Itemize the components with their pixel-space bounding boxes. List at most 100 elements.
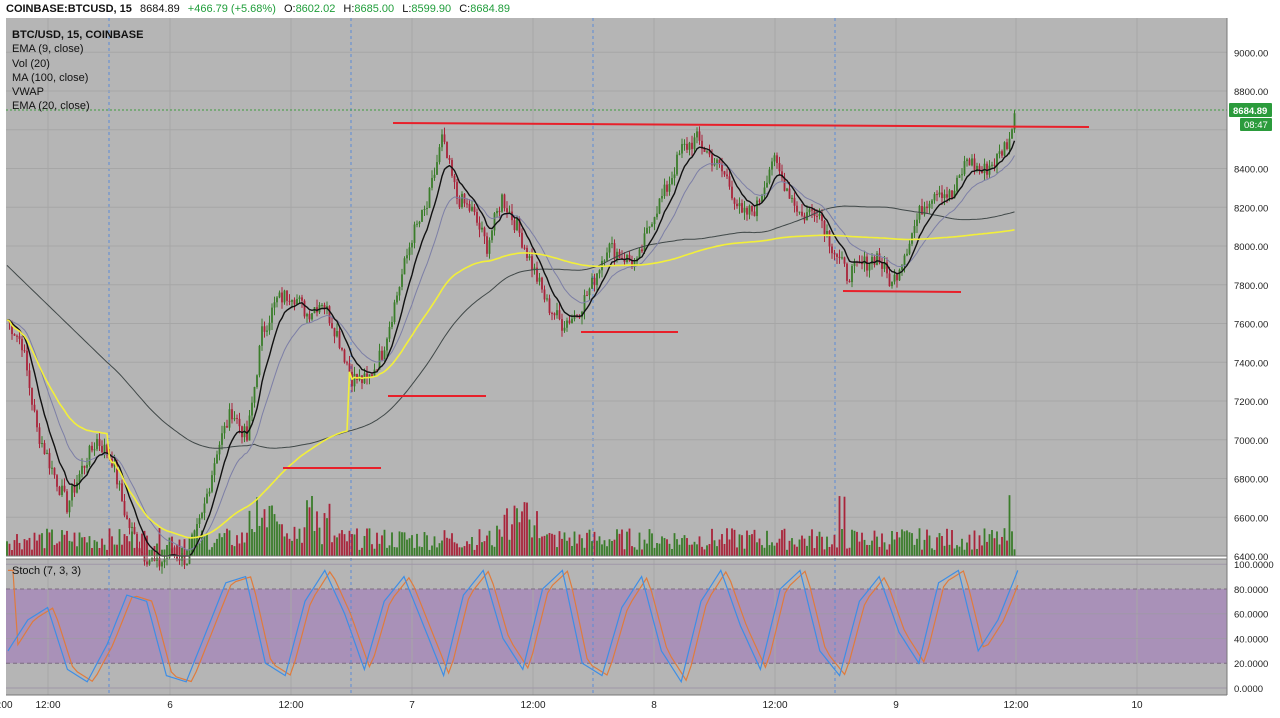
volume-bar bbox=[261, 517, 263, 556]
volume-bar bbox=[773, 545, 776, 556]
candle-body bbox=[521, 232, 523, 248]
symbol-header: COINBASE:BTCUSD, 15 8684.89 +466.79 (+5.… bbox=[0, 0, 1280, 18]
candle-body bbox=[78, 474, 81, 483]
candle-body bbox=[816, 215, 818, 217]
candle-body bbox=[586, 295, 588, 297]
candle-body bbox=[588, 288, 591, 296]
legend-vwap[interactable]: VWAP bbox=[12, 86, 44, 99]
candle-body bbox=[598, 270, 601, 274]
time-tick-label: 7 bbox=[409, 700, 415, 711]
volume-bar bbox=[516, 508, 518, 556]
candle-body bbox=[413, 224, 416, 243]
stoch-tick-label: 80.0000 bbox=[1234, 585, 1268, 596]
legend-ema9[interactable]: EMA (9, close) bbox=[12, 43, 84, 56]
candle-body bbox=[328, 306, 331, 324]
volume-bar bbox=[51, 529, 53, 556]
candle-body bbox=[826, 230, 828, 236]
volume-bar bbox=[388, 545, 391, 556]
volume-bar bbox=[828, 546, 831, 556]
legend-vol[interactable]: Vol (20) bbox=[12, 57, 50, 70]
volume-bar bbox=[476, 544, 478, 556]
candle-body bbox=[746, 207, 748, 215]
legend-ma100[interactable]: MA (100, close) bbox=[12, 71, 89, 84]
candle-body bbox=[148, 560, 151, 565]
candle-body bbox=[533, 267, 536, 271]
candle-body bbox=[926, 206, 928, 209]
volume-bar bbox=[33, 532, 36, 556]
low-label: L: bbox=[402, 3, 412, 15]
candle-body bbox=[73, 485, 76, 493]
volume-bar bbox=[851, 529, 853, 556]
volume-bar bbox=[676, 539, 678, 556]
candle-body bbox=[686, 143, 688, 150]
volume-bar bbox=[356, 528, 358, 556]
volume-bar bbox=[651, 533, 653, 556]
volume-bar bbox=[848, 547, 851, 556]
price-tick-label: 7600.00 bbox=[1234, 320, 1268, 331]
candle-body bbox=[1011, 129, 1013, 139]
volume-bar bbox=[606, 546, 608, 556]
volume-bar bbox=[418, 546, 421, 556]
legend-ema20[interactable]: EMA (20, close) bbox=[12, 100, 90, 113]
volume-bar bbox=[283, 536, 286, 556]
candle-body bbox=[938, 192, 941, 195]
price-tick-label: 8800.00 bbox=[1234, 87, 1268, 98]
candle-body bbox=[51, 467, 53, 469]
candle-body bbox=[923, 206, 926, 215]
volume-bar bbox=[256, 497, 258, 556]
volume-bar bbox=[28, 537, 31, 556]
volume-bar bbox=[128, 541, 131, 556]
volume-bar bbox=[391, 532, 393, 556]
volume-bar bbox=[501, 536, 503, 556]
volume-bar bbox=[916, 538, 918, 556]
volume-bar bbox=[733, 529, 736, 556]
volume-bar bbox=[706, 545, 708, 556]
volume-bar bbox=[778, 538, 781, 556]
volume-bar bbox=[633, 547, 636, 556]
volume-bar bbox=[458, 547, 461, 556]
volume-bar bbox=[868, 545, 871, 556]
candle-body bbox=[878, 253, 881, 263]
volume-bar bbox=[101, 538, 103, 556]
volume-bar bbox=[398, 531, 401, 556]
candle-body bbox=[128, 519, 131, 529]
candle-body bbox=[991, 164, 993, 166]
candle-body bbox=[886, 262, 888, 274]
volume-bar bbox=[616, 529, 618, 556]
time-axis bbox=[0, 695, 1280, 718]
volume-bar bbox=[198, 543, 201, 556]
candle-body bbox=[681, 144, 683, 154]
volume-bar bbox=[766, 530, 768, 556]
candle-body bbox=[701, 140, 703, 149]
candle-body bbox=[568, 320, 571, 324]
volume-bar bbox=[718, 539, 721, 556]
volume-bar bbox=[216, 538, 218, 556]
candle-body bbox=[381, 350, 383, 360]
candle-body bbox=[903, 255, 906, 266]
volume-bar bbox=[66, 530, 68, 556]
candle-body bbox=[196, 524, 198, 531]
volume-bar bbox=[591, 541, 593, 556]
candle-body bbox=[956, 177, 958, 191]
volume-bar bbox=[266, 527, 268, 556]
volume-bar bbox=[818, 531, 821, 556]
candle-body bbox=[296, 298, 298, 305]
volume-bar bbox=[803, 538, 806, 556]
candle-body bbox=[433, 174, 436, 178]
candle-body bbox=[36, 410, 38, 428]
candle-body bbox=[258, 345, 261, 376]
candle-body bbox=[571, 318, 573, 324]
volume-bar bbox=[631, 546, 633, 556]
volume-bar bbox=[203, 535, 206, 556]
candle-body bbox=[736, 203, 738, 207]
volume-bar bbox=[723, 543, 726, 556]
stoch-legend[interactable]: Stoch (7, 3, 3) bbox=[12, 565, 82, 577]
candle-body bbox=[493, 213, 496, 231]
candle-body bbox=[691, 142, 693, 150]
volume-bar bbox=[546, 534, 548, 556]
volume-bar bbox=[1013, 549, 1016, 556]
volume-bar bbox=[953, 548, 956, 556]
candle-body bbox=[256, 375, 258, 388]
candle-body bbox=[996, 153, 998, 166]
